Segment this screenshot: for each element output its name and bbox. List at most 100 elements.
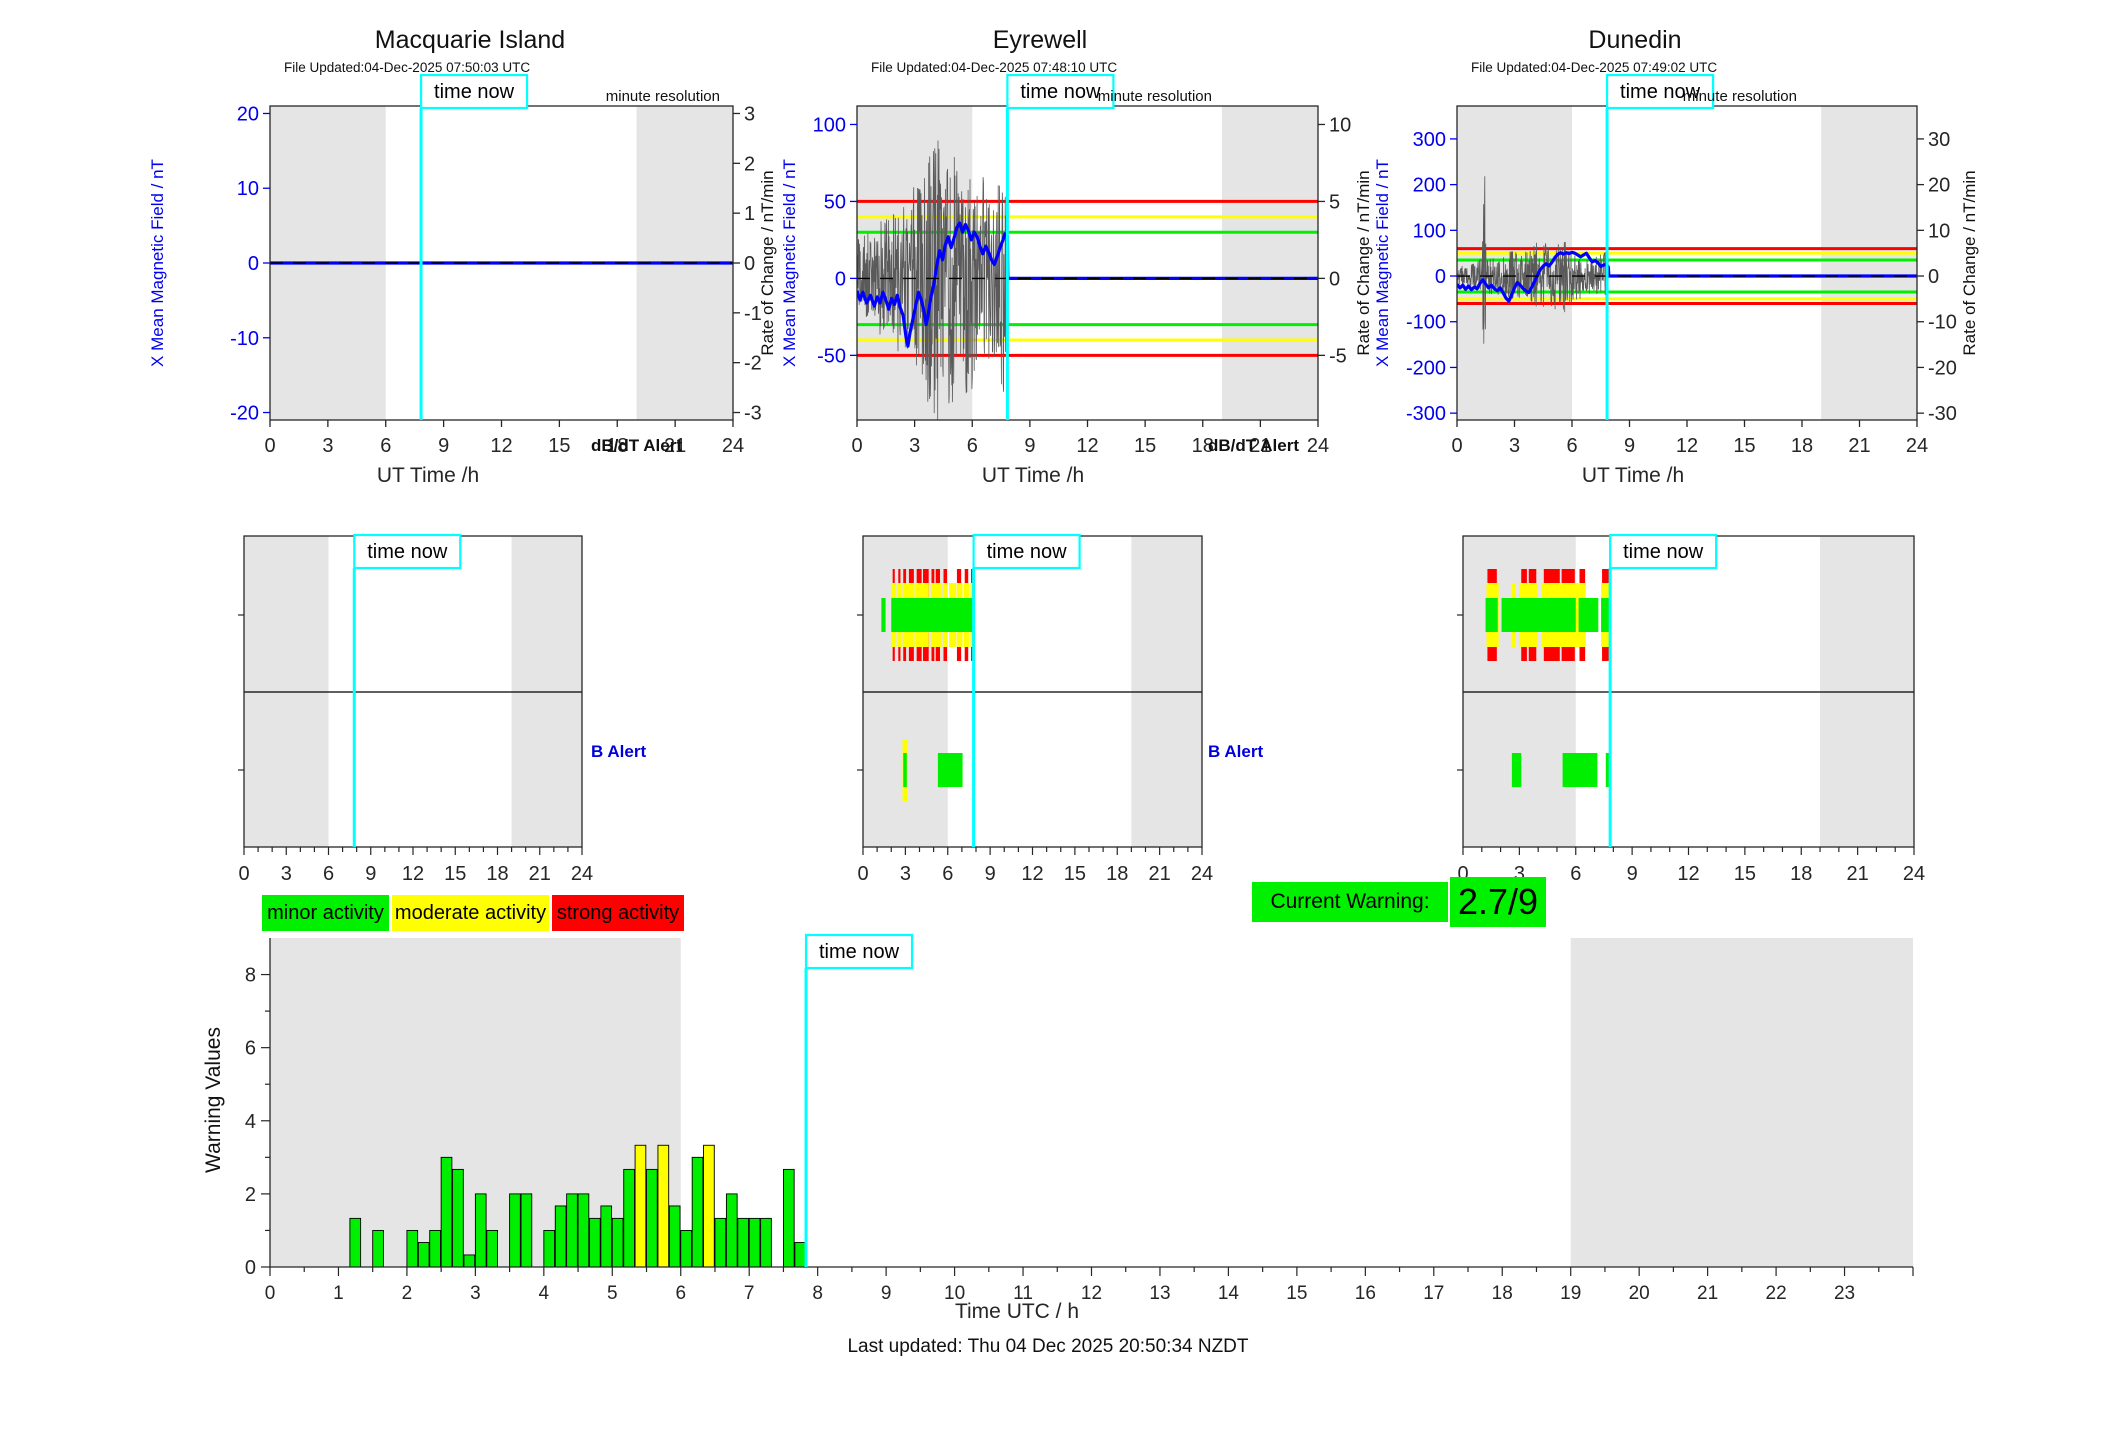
legend-minor-activity: minor activity — [262, 895, 389, 931]
file-updated-macquarie: File Updated:04-Dec-2025 07:50:03 UTC — [284, 60, 531, 75]
svg-text:19: 19 — [1560, 1283, 1581, 1304]
warning-value-bar — [725, 1193, 738, 1268]
x-axis-label-macquarie: UT Time /h — [376, 464, 480, 487]
svg-text:4: 4 — [245, 1111, 256, 1133]
dbdt-alert-label-1: dB/dT Alert — [591, 436, 682, 455]
warning-value-bar — [646, 1168, 658, 1268]
svg-text:15: 15 — [1733, 435, 1755, 457]
left-axis-label-dunedin: X Mean Magnetic Field / nT — [1373, 159, 1392, 367]
resolution-note-eyrewell: minute resolution — [1097, 88, 1212, 105]
svg-text:21: 21 — [1149, 863, 1171, 885]
svg-text:0: 0 — [265, 1283, 276, 1304]
warning-value-bar — [509, 1193, 521, 1268]
svg-text:3: 3 — [1509, 435, 1520, 457]
svg-text:18: 18 — [1192, 435, 1214, 457]
svg-text:0: 0 — [1329, 268, 1340, 290]
warning-value-bar — [406, 1229, 419, 1268]
right-axis-label-macquarie: Rate of Change / nT/min — [758, 170, 777, 356]
time-now-marker: time now — [1605, 73, 1715, 420]
svg-text:24: 24 — [722, 435, 744, 457]
svg-text:6: 6 — [967, 435, 978, 457]
svg-text:9: 9 — [881, 1283, 892, 1304]
warning-value-bar — [600, 1205, 613, 1268]
svg-text:time now: time now — [1620, 81, 1701, 103]
svg-text:18: 18 — [606, 435, 628, 457]
svg-text:6: 6 — [380, 435, 391, 457]
svg-text:0: 0 — [238, 863, 249, 885]
svg-text:12: 12 — [1021, 863, 1043, 885]
svg-text:0: 0 — [1435, 266, 1446, 288]
file-updated-dunedin: File Updated:04-Dec-2025 07:49:02 UTC — [1471, 60, 1718, 75]
last-updated-text: Last updated: Thu 04 Dec 2025 20:50:34 N… — [847, 1336, 1249, 1357]
svg-text:3: 3 — [909, 435, 920, 457]
svg-text:2: 2 — [744, 153, 755, 175]
svg-text:15: 15 — [1734, 863, 1756, 885]
night-shading-band — [1570, 938, 1913, 1267]
warning-value-bar — [782, 1168, 795, 1268]
dbdt-alert-minor-segment — [1578, 598, 1599, 632]
time-now-marker: time now — [352, 533, 462, 847]
svg-text:9: 9 — [365, 863, 376, 885]
svg-text:3: 3 — [322, 435, 333, 457]
warning-value-bar — [417, 1242, 430, 1268]
svg-text:100: 100 — [1413, 220, 1446, 242]
dbdt-alert-minor-segment — [1601, 598, 1611, 632]
svg-text:2: 2 — [402, 1283, 413, 1304]
alert-chart-eyrewell: 0 3 6 9 12 15 18 21 24 time now — [857, 533, 1213, 885]
svg-text:10: 10 — [237, 178, 259, 200]
svg-text:18: 18 — [1791, 435, 1813, 457]
b-alert-minor-segment — [903, 753, 907, 787]
right-axis-label-eyrewell: Rate of Change / nT/min — [1354, 170, 1373, 356]
svg-text:time now: time now — [367, 541, 448, 563]
svg-text:15: 15 — [444, 863, 466, 885]
svg-text:12: 12 — [1676, 435, 1698, 457]
svg-text:time now: time now — [819, 941, 900, 963]
svg-text:9: 9 — [438, 435, 449, 457]
station-title-macquarie: Macquarie Island — [374, 26, 566, 54]
svg-text:8: 8 — [245, 965, 256, 987]
night-shading-band — [1821, 106, 1917, 420]
svg-text:300: 300 — [1413, 129, 1446, 151]
svg-text:time now: time now — [1623, 541, 1704, 563]
night-shading-band — [1221, 106, 1318, 420]
svg-text:7: 7 — [744, 1283, 755, 1304]
svg-text:12: 12 — [402, 863, 424, 885]
svg-text:2: 2 — [245, 1184, 256, 1206]
svg-text:20: 20 — [1928, 175, 1950, 197]
svg-text:5: 5 — [1329, 191, 1340, 213]
svg-text:-300: -300 — [1406, 403, 1446, 425]
svg-text:9: 9 — [1024, 435, 1035, 457]
warning-value-bar — [452, 1168, 464, 1268]
svg-text:22: 22 — [1766, 1283, 1787, 1304]
warning-value-bar — [794, 1242, 807, 1268]
svg-text:-200: -200 — [1406, 357, 1446, 379]
svg-text:6: 6 — [1566, 435, 1577, 457]
left-axis-label-macquarie: X Mean Magnetic Field / nT — [148, 159, 167, 367]
svg-text:6: 6 — [942, 863, 953, 885]
svg-text:21: 21 — [1847, 863, 1869, 885]
svg-text:18: 18 — [486, 863, 508, 885]
dbdt-alert-minor-segment — [891, 598, 974, 632]
svg-text:-30: -30 — [1928, 403, 1957, 425]
warning-values-axis-label: Warning Values — [202, 1027, 225, 1173]
svg-text:6: 6 — [245, 1038, 256, 1060]
warning-value-bar — [634, 1144, 647, 1268]
warning-value-bar — [714, 1217, 727, 1268]
svg-text:-5: -5 — [1329, 345, 1347, 367]
warning-value-bar — [668, 1205, 681, 1268]
mean-field-trace — [857, 221, 1318, 348]
dbdt-alert-minor-segment — [1501, 598, 1576, 632]
svg-text:200: 200 — [1413, 175, 1446, 197]
svg-text:5: 5 — [607, 1283, 618, 1304]
svg-text:10: 10 — [1329, 114, 1351, 136]
b-alert-label-2: B Alert — [1208, 742, 1264, 761]
svg-text:50: 50 — [824, 191, 846, 213]
svg-text:21: 21 — [529, 863, 551, 885]
svg-text:0: 0 — [851, 435, 862, 457]
resolution-note-macquarie: minute resolution — [605, 88, 720, 105]
svg-text:12: 12 — [1076, 435, 1098, 457]
svg-text:3: 3 — [1514, 863, 1525, 885]
